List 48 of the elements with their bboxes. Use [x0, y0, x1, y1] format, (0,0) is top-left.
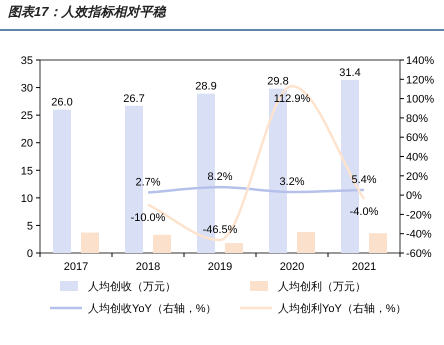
y2-tick-label: 40%: [406, 152, 428, 164]
data-label: -10.0%: [130, 212, 166, 224]
y-tick-label: 5: [26, 220, 33, 232]
data-label: 28.9: [195, 80, 217, 93]
data-label: 29.8: [267, 76, 289, 88]
y2-tick-label: 80%: [406, 112, 428, 125]
y2-tick-label: 140%: [406, 55, 434, 67]
bar: [297, 232, 315, 253]
x-tick-label: 2017: [64, 261, 88, 273]
data-label: 2.7%: [135, 176, 161, 188]
data-label: 3.2%: [279, 176, 305, 188]
legend-label: 人均创收（万元）: [88, 281, 176, 293]
bar: [369, 233, 387, 253]
y2-tick-label: -20%: [406, 209, 432, 222]
y-tick-label: 25: [20, 110, 33, 122]
y2-tick-label: -40%: [406, 228, 432, 241]
data-label: 112.9%: [274, 93, 310, 106]
bar: [53, 110, 71, 253]
legend-label: 人均创收YoY（右轴，%）: [88, 302, 217, 315]
data-label: 31.4: [339, 66, 361, 79]
y2-tick-label: 120%: [406, 74, 434, 86]
data-label: 26.7: [123, 92, 145, 105]
legend-label: 人均创利YoY（右轴，%）: [278, 302, 407, 315]
x-tick-label: 2018: [136, 261, 160, 273]
y2-tick-label: 0%: [406, 190, 422, 202]
data-label: 26.0: [51, 96, 73, 109]
y-tick-label: 30: [20, 82, 33, 95]
x-tick-label: 2019: [208, 261, 232, 273]
y-tick-label: 15: [20, 165, 33, 178]
bar: [153, 234, 171, 253]
x-tick-label: 2020: [280, 261, 304, 273]
y-tick-label: 0: [26, 248, 33, 260]
data-label: 8.2%: [207, 171, 233, 184]
y2-tick-label: 100%: [406, 94, 434, 106]
y2-tick-label: 60%: [406, 132, 428, 144]
y-tick-label: 10: [20, 192, 33, 205]
chart-title: 图表17：人效指标相对平稳: [8, 4, 166, 19]
bar: [225, 243, 243, 253]
data-label: -46.5%: [202, 224, 238, 236]
y-tick-label: 20: [20, 138, 33, 150]
bar: [81, 232, 99, 253]
legend-label: 人均创利（万元）: [278, 280, 366, 293]
data-label: 5.4%: [351, 174, 377, 186]
y2-tick-label: -60%: [406, 248, 432, 260]
y-tick-label: 35: [20, 55, 33, 67]
x-tick-label: 2021: [352, 261, 376, 273]
data-label: -4.0%: [350, 206, 379, 218]
y2-tick-label: 20%: [406, 170, 428, 183]
